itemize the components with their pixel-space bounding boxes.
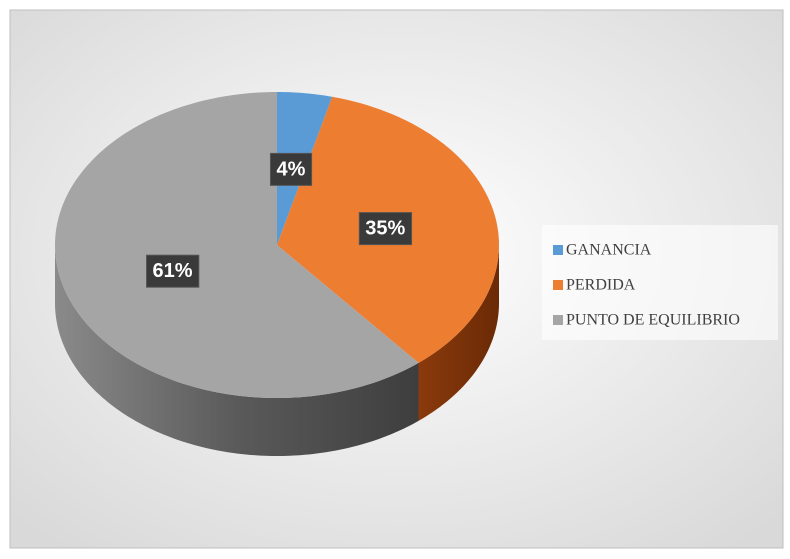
data-label: 61% bbox=[153, 260, 193, 282]
slice-side bbox=[55, 245, 419, 456]
slice-side bbox=[418, 245, 499, 421]
legend-label: GANANCIA bbox=[566, 242, 652, 259]
data-label-box bbox=[358, 212, 413, 246]
pie bbox=[55, 92, 499, 456]
legend-swatch bbox=[553, 280, 563, 290]
legend bbox=[542, 225, 778, 340]
legend-swatch bbox=[553, 315, 563, 325]
data-label: 4% bbox=[276, 158, 305, 180]
data-label-box bbox=[269, 152, 313, 186]
slice bbox=[55, 92, 419, 398]
legend-label: PUNTO DE EQUILIBRIO bbox=[566, 312, 740, 329]
data-label-box bbox=[146, 254, 200, 288]
legend-swatch bbox=[553, 245, 563, 255]
legend-label: PERDIDA bbox=[566, 277, 636, 294]
data-label: 35% bbox=[365, 218, 405, 240]
